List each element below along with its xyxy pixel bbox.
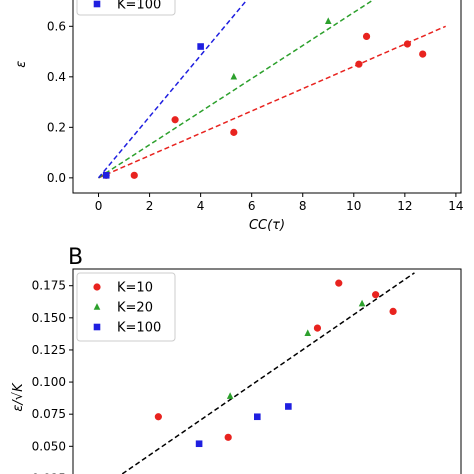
panel-a-y-tick-label: 0.6 [47, 19, 66, 33]
panel-b-point [313, 324, 322, 332]
panel-a-point [130, 171, 138, 179]
panel-b-y-tick-label: 0.125 [32, 343, 66, 357]
panel-a-fit-line [98, 25, 446, 179]
panel-a-x-tick-label: 4 [197, 199, 205, 213]
panel-b-plot-area [120, 272, 415, 474]
panel-b-point [224, 433, 232, 441]
panel-b-y-tick-label: 0.025 [32, 471, 66, 474]
panel-b-legend [76, 272, 176, 342]
panel-b-point [195, 440, 203, 448]
panel-b-y-tick-label: 0.100 [32, 375, 66, 389]
panel-a-point [197, 43, 204, 50]
panel-b-legend-label: K=100 [117, 321, 161, 336]
panel-a-point [419, 50, 427, 58]
panel-a-x-tick-label: 10 [346, 199, 361, 213]
panel-b-point [304, 329, 312, 336]
panel-b-legend-marker [93, 303, 101, 310]
panel-a-y-tick-label: 0.4 [47, 70, 66, 84]
panel-b-point [358, 299, 366, 307]
panel-a-x-tick-label: 12 [397, 199, 412, 213]
panel-b-point [254, 413, 261, 421]
panel-b-letter: B [68, 245, 83, 270]
panel-a-x-tick-label: 6 [248, 199, 256, 213]
panel-b-legend-label: K=20 [117, 301, 153, 316]
panel-b-legend-label: K=10 [117, 281, 153, 296]
panel-a-point [362, 32, 371, 41]
panel-b-frame [72, 268, 462, 474]
panel-b-point [372, 291, 380, 299]
panel-a-frame [72, 0, 462, 194]
panel-a-point [324, 17, 332, 24]
panel-a-point [403, 40, 411, 48]
panel-a-plot-area [97, 0, 446, 179]
panel-a-legend [76, 0, 176, 16]
panel-b-point [389, 307, 397, 316]
panel-a-x-tick-label: 2 [146, 199, 154, 213]
panel-a-x-tick-label: 0 [95, 199, 103, 213]
panel-b-y-tick-label: 0.150 [32, 311, 66, 325]
panel-a-legend-label: K=100 [117, 0, 161, 13]
panel-b-point [226, 392, 234, 399]
panel-a-y-tick-label: 0.0 [47, 171, 66, 185]
panel-a-point [230, 128, 238, 136]
panel-a-x-tick-label: 14 [448, 199, 463, 213]
panel-b-y-axis-label: ε/√K [11, 382, 26, 412]
panel-a-x-tick-label: 8 [299, 199, 307, 213]
panel-a-y-tick-label: 0.2 [47, 120, 66, 134]
panel-a-point [102, 172, 110, 179]
panel-b-y-tick-label: 0.075 [32, 407, 66, 421]
panel-a-point [355, 60, 363, 68]
panel-b-point [285, 403, 292, 410]
panel-a-point [230, 72, 238, 80]
panel-b-y-tick-label: 0.050 [32, 439, 66, 453]
panel-a-point [171, 116, 179, 124]
panel-a-fit-line [98, 0, 375, 179]
panel-a-chart: 0 2 4 6 8 10 12 14 0.0 0.2 0.4 0.6 CC(τ) ε K=100 [14, 0, 464, 233]
panel-b-legend-marker [93, 283, 101, 291]
panel-b-legend-marker [93, 323, 101, 331]
panel-a-fit-line [97, 0, 248, 179]
panel-b-chart: 0.025 0.050 0.075 0.100 0.125 0.150 0.175 ε/√K K… [11, 268, 462, 474]
panel-b-fit-line [120, 272, 415, 474]
panel-a-y-axis-label: ε [14, 61, 29, 68]
panel-a-legend-marker [93, 0, 101, 8]
panel-b-point [335, 279, 343, 287]
panel-b-point [154, 413, 162, 421]
panel-b-y-tick-label: 0.175 [32, 279, 66, 293]
panel-a-x-axis-label: CC(τ) [249, 218, 285, 233]
